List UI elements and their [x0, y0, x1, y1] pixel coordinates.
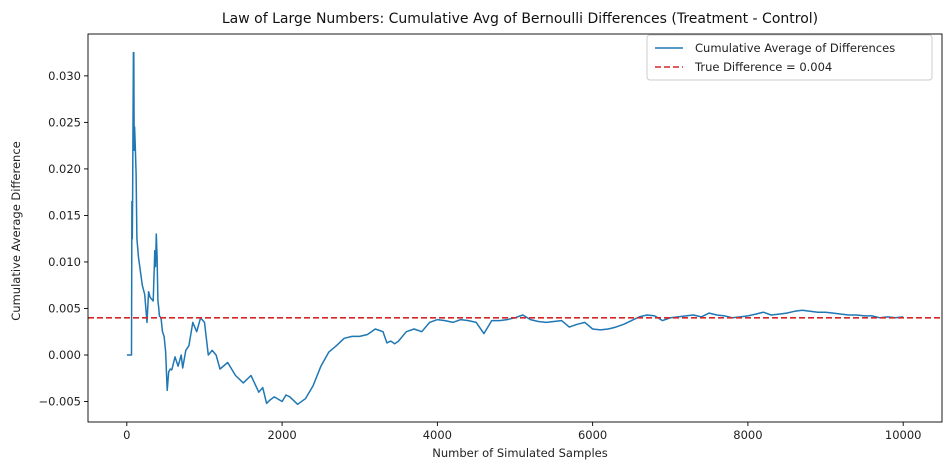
legend-box — [646, 34, 933, 81]
series-cumulative-average — [126, 51, 904, 406]
legend-label-average: Cumulative Average of Differences — [695, 41, 895, 55]
legend-label-true: True Difference = 0.004 — [694, 60, 832, 74]
series-layer — [126, 51, 904, 406]
x-tick-label: 6000 — [578, 428, 607, 442]
y-tick-label: 0.000 — [48, 348, 81, 362]
y-tick-label: 0.020 — [48, 162, 81, 176]
y-axis: −0.005 0.000 0.005 0.010 0.015 0.020 0.025 0.03… — [38, 69, 88, 409]
x-axis: 0 2000 4000 6000 8000 10000 — [123, 422, 921, 442]
y-tick-label: 0.005 — [48, 301, 81, 315]
y-axis-label: Cumulative Average Difference — [9, 141, 23, 320]
legend: Cumulative Average of Differences True D… — [646, 34, 933, 81]
x-tick-label: 4000 — [423, 428, 452, 442]
x-tick-label: 2000 — [267, 428, 296, 442]
y-tick-label: 0.015 — [48, 208, 81, 222]
plot-area — [87, 33, 943, 423]
axes-frame — [87, 33, 943, 423]
y-tick-label: 0.030 — [48, 69, 81, 83]
y-tick-label: 0.025 — [48, 115, 81, 129]
x-axis-label: Number of Simulated Samples — [432, 446, 607, 460]
y-tick-label: −0.005 — [38, 395, 81, 409]
y-tick-label: 0.010 — [48, 255, 81, 269]
x-tick-label: 8000 — [733, 428, 762, 442]
chart-title: Law of Large Numbers: Cumulative Avg of … — [222, 11, 818, 27]
x-tick-label: 10000 — [885, 428, 922, 442]
x-tick-label: 0 — [123, 428, 130, 442]
